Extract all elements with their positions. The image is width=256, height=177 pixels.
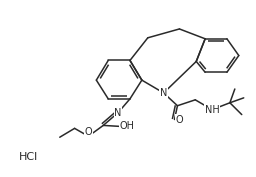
- Text: O: O: [176, 115, 183, 124]
- Text: N: N: [160, 88, 167, 98]
- Text: OH: OH: [120, 121, 134, 131]
- Text: NH: NH: [205, 105, 219, 115]
- Text: N: N: [114, 108, 122, 118]
- Text: O: O: [85, 127, 92, 137]
- Text: HCl: HCl: [19, 152, 38, 162]
